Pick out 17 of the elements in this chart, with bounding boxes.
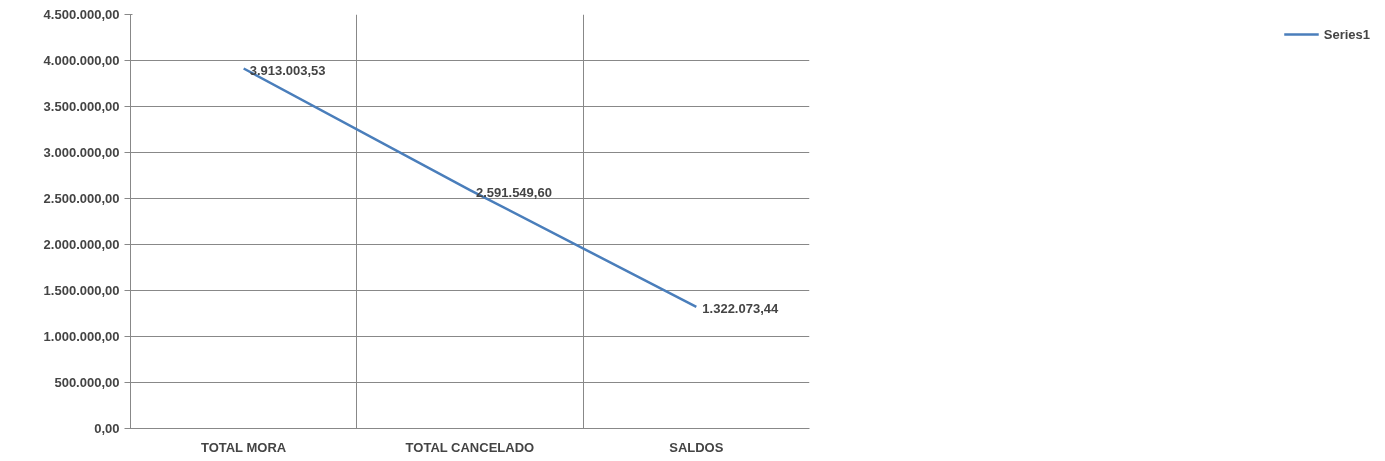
y-tick-label: 3.000.000,00 xyxy=(43,145,120,160)
x-tick-label: TOTAL CANCELADO xyxy=(405,439,535,455)
x-tick-label: TOTAL MORA xyxy=(200,439,287,455)
y-tick-label: 4.000.000,00 xyxy=(43,53,120,68)
data-label: 1.322.073,44 xyxy=(702,301,780,317)
y-tick-label: 2.000.000,00 xyxy=(43,237,120,252)
data-label: 3.913.003,53 xyxy=(249,63,326,78)
data-label: 2.591.549,60 xyxy=(476,184,552,200)
y-tick-label: 0,00 xyxy=(94,421,120,436)
y-tick-label: 1.500.000,00 xyxy=(43,283,120,298)
y-tick-label: 1.000.000,00 xyxy=(43,329,120,344)
legend-label: Series1 xyxy=(1323,26,1370,42)
y-tick-label: 4.500.000,00 xyxy=(43,7,120,22)
y-tick-label: 3.500.000,00 xyxy=(43,99,120,114)
y-tick-label: 2.500.000,00 xyxy=(43,191,120,206)
y-tick-label: 500.000,00 xyxy=(54,375,120,390)
x-tick-label: SALDOS xyxy=(669,439,724,455)
